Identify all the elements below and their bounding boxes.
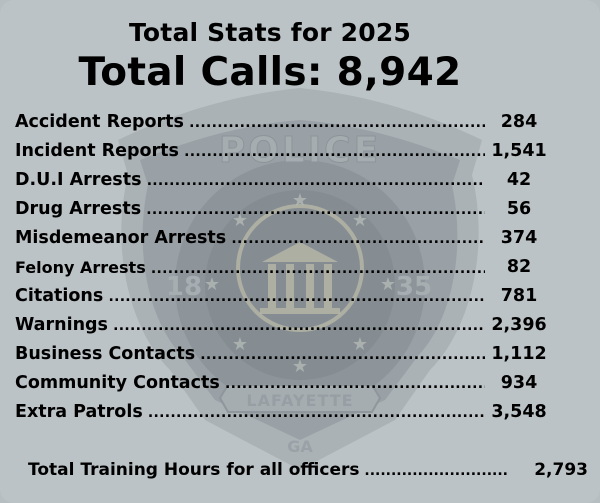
stat-value: 781 [500,286,538,306]
stat-value: 3,548 [491,402,547,422]
stat-row-incident-reports: Incident Reports 1,541 [15,137,585,166]
stat-row-business-contacts: Business Contacts 1,112 [15,340,585,369]
stat-label: Felony Arrests [15,253,485,284]
page-subtitle: Total Stats for 2025 [128,18,412,47]
stat-label: D.U.I Arrests [15,166,485,196]
training-label: Total Training Hours for all officers [28,455,508,486]
stat-label: Extra Patrols [15,398,485,428]
stat-row-warnings: Warnings 2,396 [15,311,585,340]
badge-bottom-text: GA [287,437,313,456]
stat-value: 284 [500,112,538,132]
stat-row-extra-patrols: Extra Patrols 3,548 [15,398,585,427]
stat-row-community-contacts: Community Contacts 934 [15,369,585,398]
training-value: 2,793 [534,460,588,480]
stat-label: Accident Reports [15,108,485,138]
stat-row-citations: Citations 781 [15,282,585,311]
stat-value: 1,541 [491,141,547,161]
stat-value: 42 [506,170,532,190]
stat-label: Business Contacts [15,340,485,370]
stat-value: 2,396 [491,315,547,335]
stat-label: Incident Reports [15,137,485,167]
stat-label: Community Contacts [15,369,485,399]
stat-row-dui-arrests: D.U.I Arrests 42 [15,166,585,195]
stat-label: Misdemeanor Arrests [15,224,485,254]
stat-row-misdemeanor-arrests: Misdemeanor Arrests 374 [15,224,585,253]
stat-row-felony-arrests: Felony Arrests 82 [15,253,585,282]
stat-value: 374 [500,228,538,248]
stat-value: 82 [506,257,532,277]
stat-label: Drug Arrests [15,195,485,225]
stat-row-accident-reports: Accident Reports 284 [15,108,585,137]
page-title: Total Calls: 8,942 [78,50,462,95]
stat-label: Citations [15,282,485,312]
stat-value: 56 [506,199,532,219]
stat-label: Warnings [15,311,485,341]
stats-list: Accident Reports 284 Incident Reports 1,… [15,108,585,427]
stat-value: 934 [500,373,538,393]
stat-row-drug-arrests: Drug Arrests 56 [15,195,585,224]
stat-value: 1,112 [491,344,547,364]
training-hours-row: Total Training Hours for all officers 2,… [28,455,588,485]
